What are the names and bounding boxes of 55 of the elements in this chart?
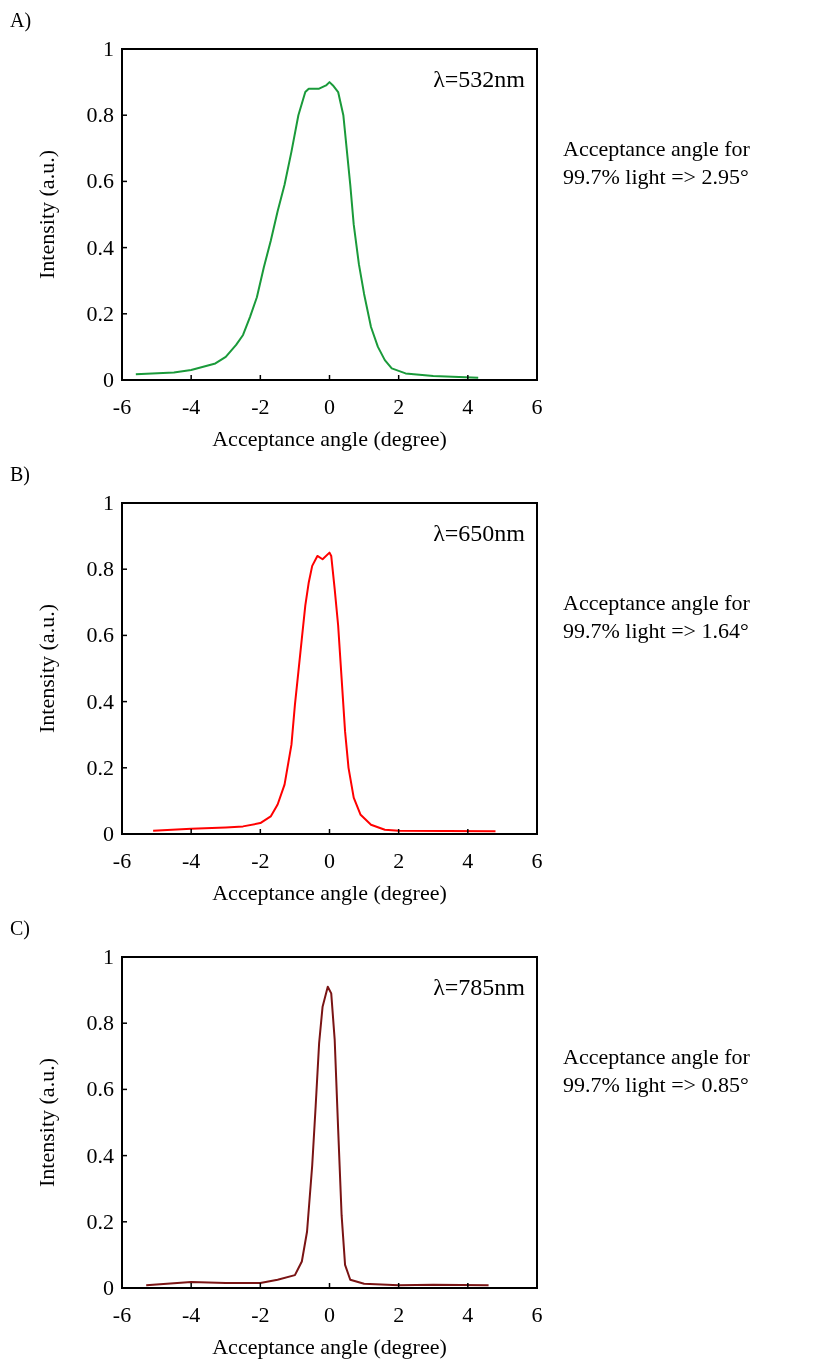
x-tick-label: 6 (531, 848, 543, 873)
y-axis-title: Intensity (a.u.) (34, 604, 59, 733)
chart-title: A) (10, 9, 32, 32)
y-tick-label: 1 (103, 490, 114, 515)
x-tick-label: -4 (182, 394, 201, 419)
text: Acceptance angle for 99.7% light => 0.85° (563, 1044, 751, 1097)
y-tick-label: 0.4 (86, 234, 114, 260)
annotation: λ=650nm (433, 520, 526, 546)
y-tick-label: 0.6 (86, 168, 114, 194)
x-tick-label: 0 (324, 394, 335, 419)
y-tick-label: 0.8 (86, 556, 114, 582)
y-tick-label: 0.2 (86, 300, 114, 326)
x-tick-label: 2 (393, 394, 405, 419)
x-tick-label: -4 (182, 848, 201, 873)
x-tick-label: 0 (324, 848, 335, 873)
text: Acceptance angle for 99.7% light => 2.95° (563, 136, 751, 189)
x-axis-title: Acceptance angle (degree) (212, 1334, 447, 1359)
y-tick-label: 0.4 (86, 688, 114, 714)
x-tick-label: 6 (531, 394, 543, 419)
y-tick-label: 1 (103, 36, 114, 61)
y-tick-label: 0.8 (86, 102, 114, 128)
x-tick-label: 2 (393, 848, 405, 873)
y-tick-label: 0.6 (86, 1076, 114, 1102)
x-axis-title: Acceptance angle (degree) (212, 880, 447, 905)
y-tick-label: 1 (103, 944, 114, 969)
x-tick-label: 0 (324, 1302, 335, 1327)
x-tick-label: 4 (462, 848, 474, 873)
x-tick-label: -2 (251, 1302, 270, 1327)
x-tick-label: -6 (112, 848, 132, 873)
text: Acceptance angle for 99.7% light => 1.64° (563, 590, 751, 643)
x-axis-title: Acceptance angle (degree) (212, 426, 447, 451)
x-tick-label: 2 (393, 1302, 405, 1327)
x-tick-label: 6 (531, 1302, 543, 1327)
x-tick-label: -4 (182, 1302, 201, 1327)
y-tick-label: 0.6 (86, 622, 114, 648)
annotation: λ=532nm (433, 66, 526, 92)
y-axis-title: Intensity (a.u.) (34, 150, 59, 279)
x-tick-label: -6 (112, 1302, 132, 1327)
x-tick-label: -2 (251, 848, 270, 873)
y-tick-label: 0.4 (86, 1142, 114, 1168)
chart-title: B) (10, 463, 30, 486)
x-tick-label: 4 (462, 394, 474, 419)
x-tick-label: 4 (462, 1302, 474, 1327)
y-tick-label: 0 (103, 821, 114, 846)
y-tick-label: 0.2 (86, 1208, 114, 1234)
y-tick-label: 0 (103, 367, 114, 392)
x-tick-label: -2 (251, 394, 270, 419)
chart-title: C) (10, 917, 30, 940)
y-tick-label: 0.8 (86, 1010, 114, 1036)
x-tick-label: -6 (112, 394, 132, 419)
line-series (152, 551, 497, 833)
y-tick-label: 0 (103, 1275, 114, 1300)
y-axis-title: Intensity (a.u.) (34, 1058, 59, 1187)
annotation: λ=785nm (433, 974, 526, 1000)
y-tick-label: 0.2 (86, 754, 114, 780)
